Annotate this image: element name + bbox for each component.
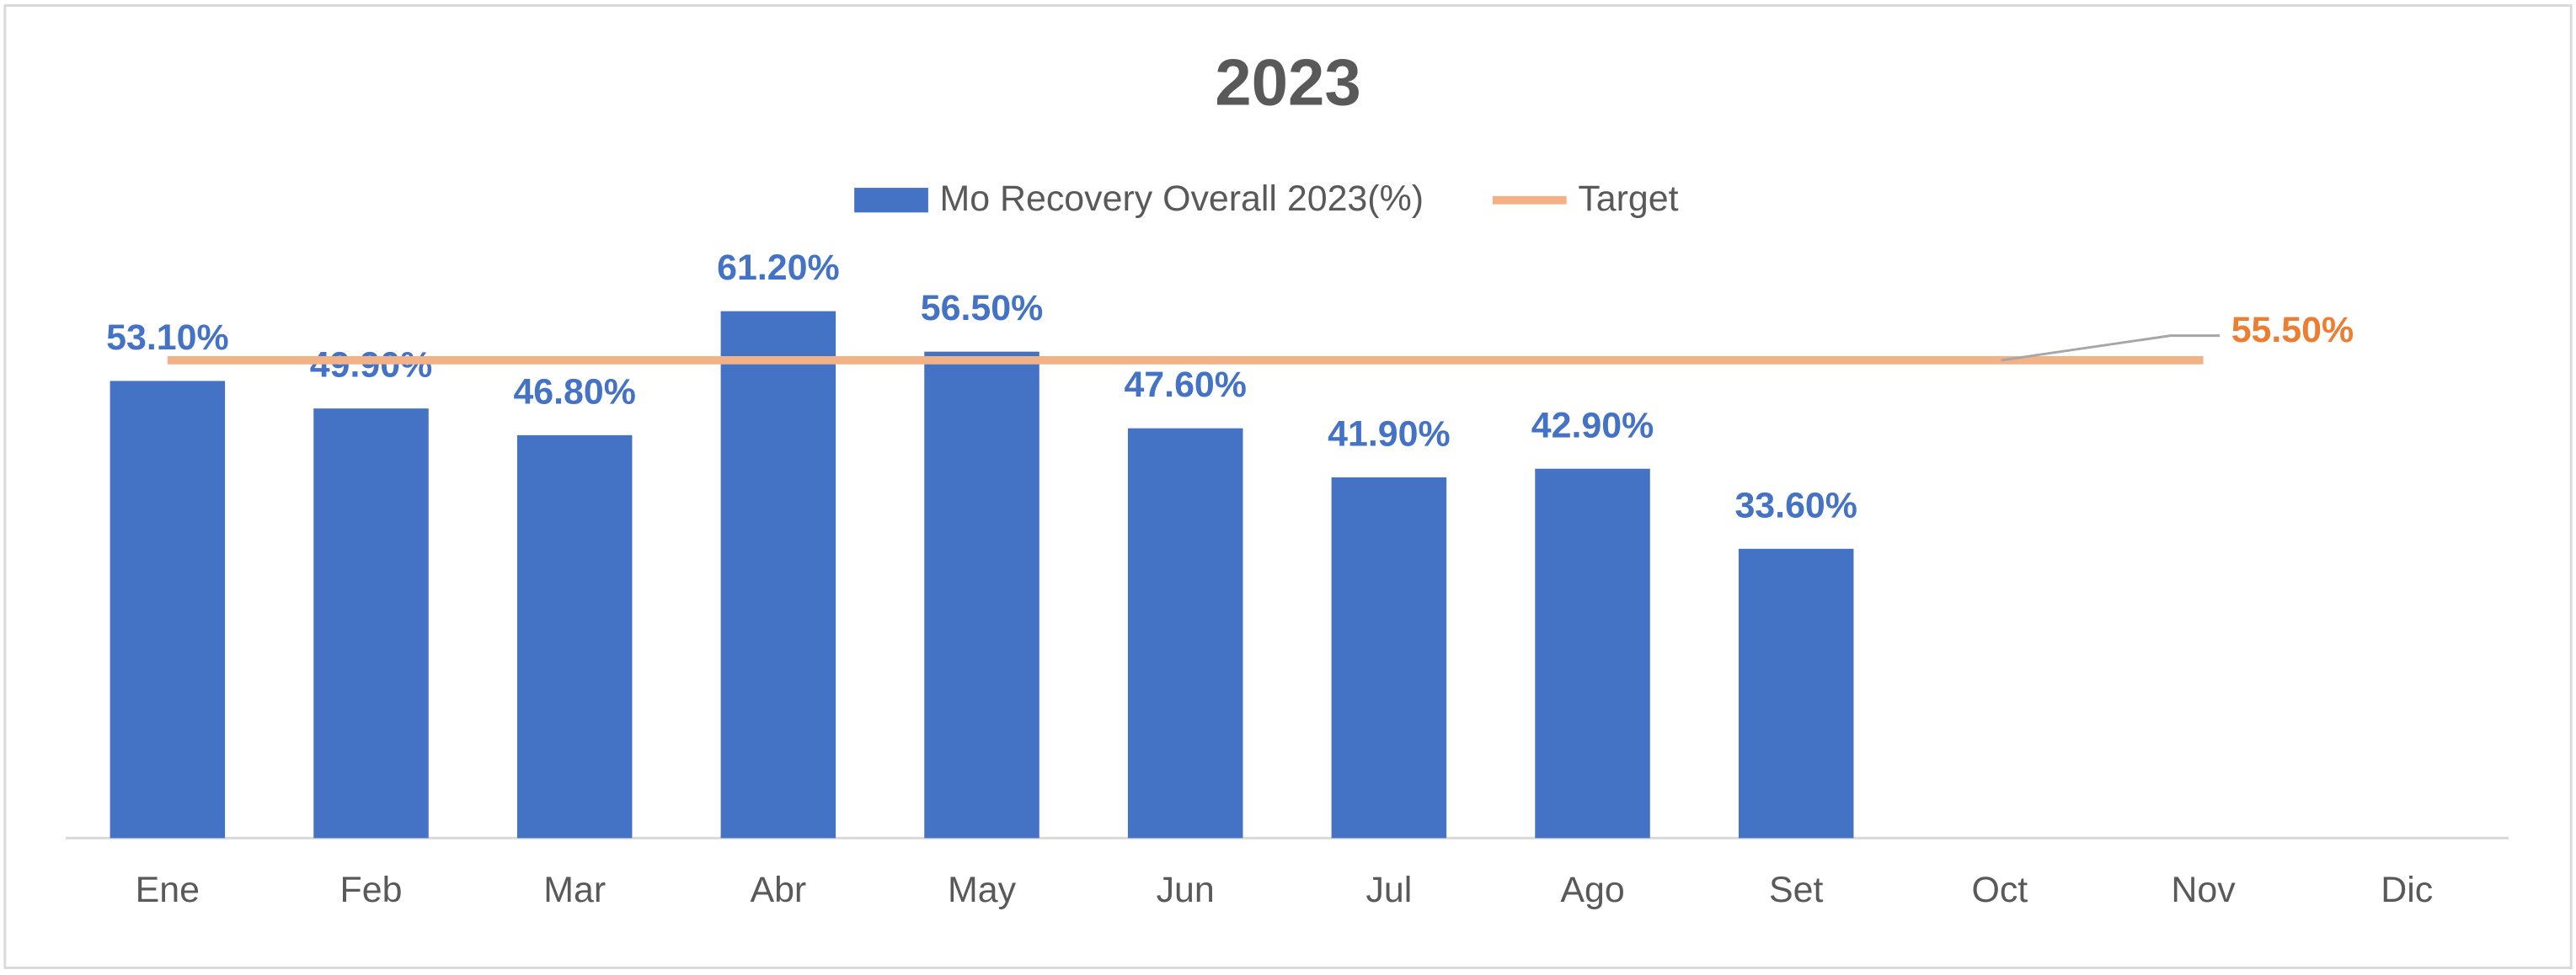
data-label: 53.10% xyxy=(106,317,228,358)
x-tick-label: Abr xyxy=(750,870,806,910)
bar xyxy=(1331,477,1447,839)
bar xyxy=(1127,428,1243,839)
bar xyxy=(1535,468,1650,839)
x-tick-label: May xyxy=(948,870,1017,910)
data-label: 61.20% xyxy=(717,248,839,288)
data-label: 56.50% xyxy=(921,288,1043,328)
x-tick-label: Nov xyxy=(2171,870,2236,910)
data-label: 42.90% xyxy=(1531,405,1654,445)
x-tick-label: Set xyxy=(1769,870,1823,910)
x-tick-label: Oct xyxy=(1971,870,2028,910)
bar xyxy=(516,434,633,839)
data-label: 47.60% xyxy=(1124,365,1246,405)
x-tick-label: Ene xyxy=(136,870,200,910)
leader-line xyxy=(2001,334,2221,362)
x-tick-label: Dic xyxy=(2381,870,2433,910)
x-tick-label: Ago xyxy=(1560,870,1624,910)
legend-label: Mo Recovery Overall 2023(%) xyxy=(940,178,1424,219)
legend-swatch xyxy=(854,188,928,213)
x-tick-label: Jul xyxy=(1365,870,1412,910)
bar xyxy=(924,351,1039,839)
x-tick-label: Jun xyxy=(1157,870,1215,910)
data-label: 41.90% xyxy=(1328,414,1450,455)
bar xyxy=(313,408,429,839)
data-label: 49.90% xyxy=(310,345,432,386)
data-label: 46.80% xyxy=(513,371,635,412)
bar xyxy=(1738,548,1854,839)
data-label: 33.60% xyxy=(1734,485,1857,525)
x-tick-label: Mar xyxy=(543,870,606,910)
x-tick-label: Feb xyxy=(340,870,403,910)
legend-label: Target xyxy=(1578,178,1678,219)
chart-title: 2023 xyxy=(1215,45,1361,120)
chart-border xyxy=(3,4,2573,969)
data-label: 55.50% xyxy=(2231,310,2354,350)
bar xyxy=(720,311,836,839)
bar xyxy=(110,381,226,839)
